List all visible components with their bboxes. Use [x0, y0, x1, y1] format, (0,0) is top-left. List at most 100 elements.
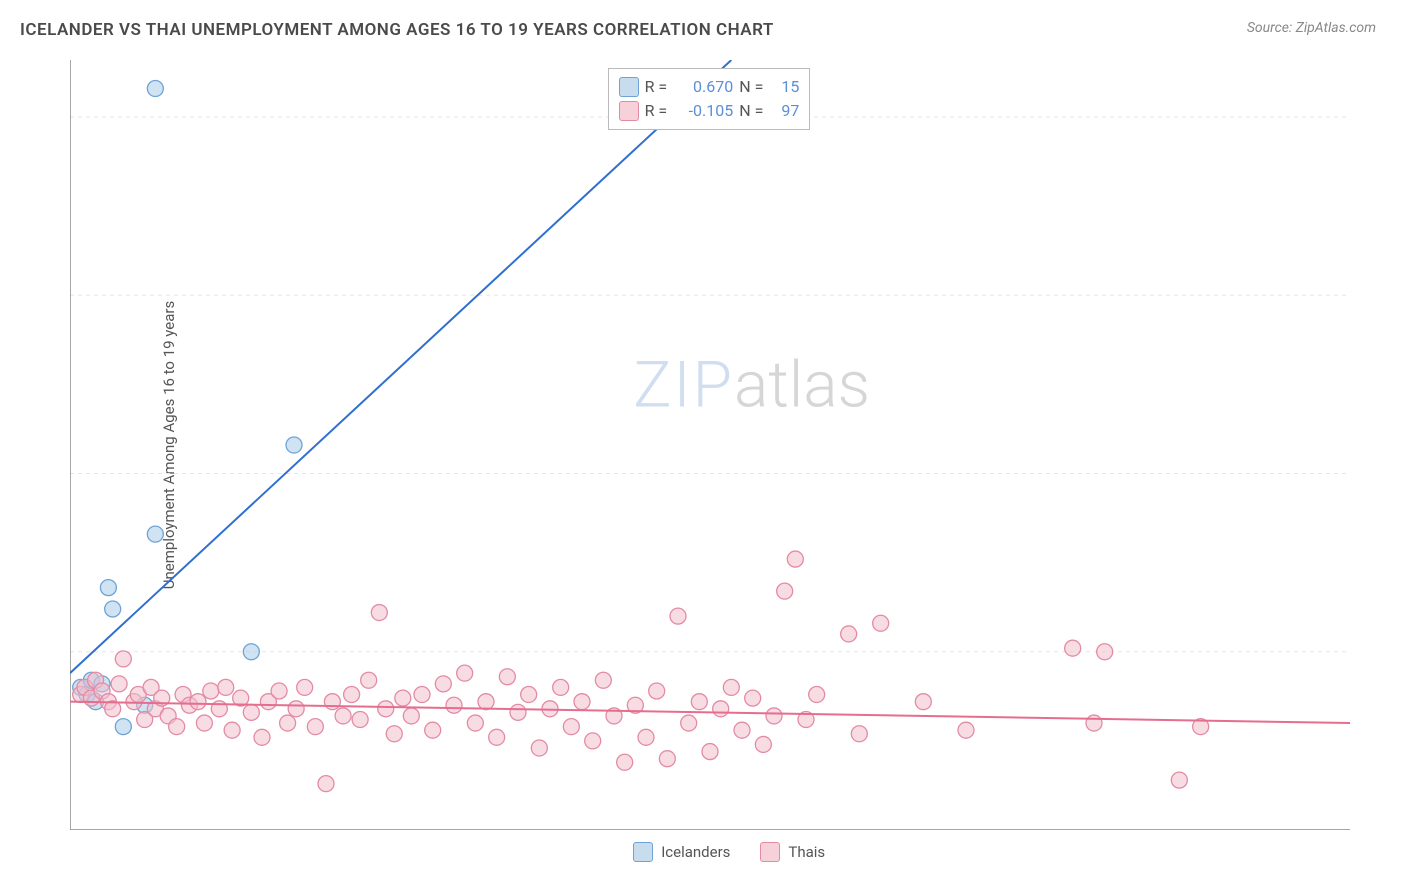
data-point — [585, 733, 601, 749]
data-point — [324, 694, 340, 710]
legend-swatch — [760, 842, 780, 862]
data-point — [723, 679, 739, 695]
data-point — [649, 683, 665, 699]
data-point — [489, 729, 505, 745]
data-point — [243, 704, 259, 720]
data-point — [467, 715, 483, 731]
data-point — [147, 81, 163, 97]
data-point — [425, 722, 441, 738]
data-point — [344, 687, 360, 703]
chart-header: ICELANDER VS THAI UNEMPLOYMENT AMONG AGE… — [0, 0, 1406, 50]
r-label: R = — [645, 99, 668, 123]
data-point — [809, 687, 825, 703]
data-point — [271, 683, 287, 699]
data-point — [1065, 640, 1081, 656]
legend-label: Icelanders — [661, 843, 730, 861]
data-point — [352, 711, 368, 727]
data-point — [115, 719, 131, 735]
data-point — [218, 679, 234, 695]
data-point — [224, 722, 240, 738]
data-point — [617, 754, 633, 770]
data-point — [457, 665, 473, 681]
data-point — [478, 694, 494, 710]
data-point — [414, 687, 430, 703]
n-value: 15 — [769, 75, 799, 99]
correlation-row: R = 0.670 N = 15 — [619, 75, 800, 99]
data-point — [288, 701, 304, 717]
legend-swatch — [619, 101, 639, 121]
data-point — [286, 437, 302, 453]
data-point — [670, 608, 686, 624]
data-point — [100, 580, 116, 596]
data-point — [115, 651, 131, 667]
data-point — [915, 694, 931, 710]
data-point — [531, 740, 547, 756]
data-point — [169, 719, 185, 735]
data-point — [371, 605, 387, 621]
data-point — [553, 679, 569, 695]
trend-line — [70, 702, 1350, 723]
r-label: R = — [645, 75, 668, 99]
data-point — [297, 679, 313, 695]
r-value: -0.105 — [673, 99, 733, 123]
data-point — [403, 708, 419, 724]
data-point — [958, 722, 974, 738]
data-point — [254, 729, 270, 745]
data-point — [745, 690, 761, 706]
data-point — [691, 694, 707, 710]
data-point — [734, 722, 750, 738]
data-point — [766, 708, 782, 724]
data-point — [851, 726, 867, 742]
n-label: N = — [739, 99, 763, 123]
watermark: ZIPatlas — [633, 348, 870, 423]
legend-swatch — [633, 842, 653, 862]
data-point — [638, 729, 654, 745]
data-point — [755, 736, 771, 752]
data-point — [318, 776, 334, 792]
chart-title: ICELANDER VS THAI UNEMPLOYMENT AMONG AGE… — [20, 20, 774, 40]
correlation-legend: R = 0.670 N = 15R = -0.105 N = 97 — [608, 68, 811, 130]
legend-item: Thais — [760, 842, 825, 862]
data-point — [435, 676, 451, 692]
data-point — [361, 672, 377, 688]
data-point — [1171, 772, 1187, 788]
data-point — [787, 551, 803, 567]
correlation-row: R = -0.105 N = 97 — [619, 99, 800, 123]
data-point — [378, 701, 394, 717]
r-value: 0.670 — [673, 75, 733, 99]
data-point — [873, 615, 889, 631]
data-point — [510, 704, 526, 720]
data-point — [841, 626, 857, 642]
series-legend: Icelanders Thais — [633, 842, 825, 862]
data-point — [307, 719, 323, 735]
trend-line — [70, 60, 731, 673]
data-point — [1086, 715, 1102, 731]
data-point — [386, 726, 402, 742]
data-point — [243, 644, 259, 660]
data-point — [446, 697, 462, 713]
legend-label: Thais — [788, 843, 825, 861]
data-point — [190, 694, 206, 710]
n-value: 97 — [769, 99, 799, 123]
scatter-plot: ZIPatlas25.0%50.0%75.0%100.0%0.0%60.0% — [70, 60, 1350, 830]
n-label: N = — [739, 75, 763, 99]
data-point — [335, 708, 351, 724]
data-point — [563, 719, 579, 735]
data-point — [574, 694, 590, 710]
legend-item: Icelanders — [633, 842, 730, 862]
data-point — [395, 690, 411, 706]
data-point — [713, 701, 729, 717]
data-point — [777, 583, 793, 599]
data-point — [203, 683, 219, 699]
data-point — [681, 715, 697, 731]
data-point — [702, 744, 718, 760]
data-point — [521, 687, 537, 703]
chart-area: Unemployment Among Ages 16 to 19 years Z… — [50, 60, 1350, 830]
data-point — [147, 526, 163, 542]
data-point — [280, 715, 296, 731]
data-point — [499, 669, 515, 685]
data-point — [595, 672, 611, 688]
data-point — [659, 751, 675, 767]
data-point — [105, 601, 121, 617]
data-point — [111, 676, 127, 692]
